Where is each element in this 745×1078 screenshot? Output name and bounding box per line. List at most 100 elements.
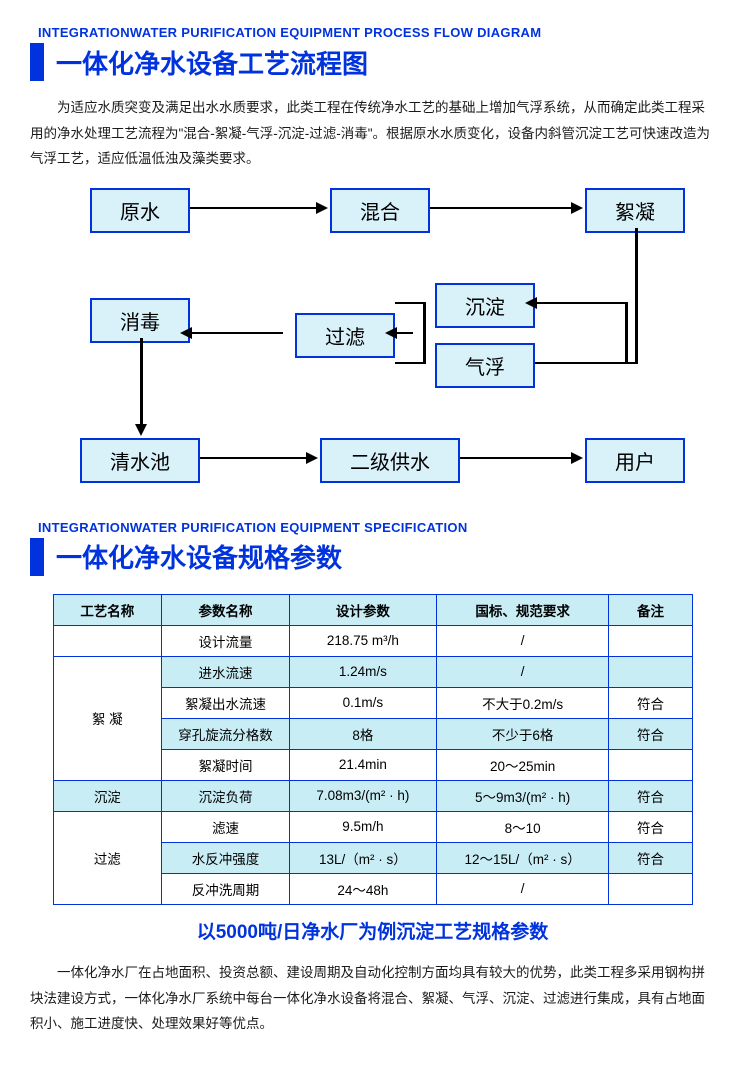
table-cell: 21.4min [289,749,436,780]
cn-title-row: 一体化净水设备工艺流程图 [30,43,715,81]
table-cell: / [436,656,609,687]
section1-eng-title: INTEGRATIONWATER PURIFICATION EQUIPMENT … [38,25,715,40]
table-cell: 1.24m/s [289,656,436,687]
flow-node-supply: 二级供水 [320,438,460,483]
arrowhead-icon [385,327,397,339]
table-cell: 8～10 [436,811,609,842]
table-row: 设计流量218.75 m³/h/ [53,625,692,656]
cn-title-row: 一体化净水设备规格参数 [30,538,715,576]
flow-arrow [395,362,423,365]
table-cell: / [436,625,609,656]
table-cell: 13L/（m² · s） [289,842,436,873]
table-cell: 24～48h [289,873,436,904]
proc-name-cell: 絮 凝 [53,656,162,780]
section2-header: INTEGRATIONWATER PURIFICATION EQUIPMENT … [30,520,715,576]
eng-rest: WATER PURIFICATION EQUIPMENT PROCESS FLO… [130,25,541,40]
table-cell: 9.5m/h [289,811,436,842]
table-header-cell: 国标、规范要求 [436,594,609,625]
flow-arrow [140,338,143,426]
table-cell: 12～15L/（m² · s） [436,842,609,873]
flow-arrow [395,302,423,305]
table-header-row: 工艺名称参数名称设计参数国标、规范要求备注 [53,594,692,625]
proc-name-cell: 沉淀 [53,780,162,811]
table-cell [609,873,692,904]
arrowhead-icon [571,202,583,214]
table-cell [609,625,692,656]
table-cell: 进水流速 [162,656,290,687]
table-cell: 0.1m/s [289,687,436,718]
table-cell: 7.08m3/(m² · h) [289,780,436,811]
table-row: 过滤滤速9.5m/h8～10符合 [53,811,692,842]
flow-node-sed: 沉淀 [435,283,535,328]
table-cell: 符合 [609,811,692,842]
table-row: 絮 凝进水流速1.24m/s/ [53,656,692,687]
table-cell: 符合 [609,687,692,718]
arrowhead-icon [525,297,537,309]
blue-bar-icon [30,43,44,81]
blue-bar-icon [30,538,44,576]
eng-mid: WATER PURIFICATION EQUIPMENT [130,520,364,535]
flow-arrow [423,302,426,364]
table-header-cell: 设计参数 [289,594,436,625]
flow-arrow [535,362,635,365]
flow-arrow [190,207,318,210]
flow-node-raw: 原水 [90,188,190,233]
flow-node-filt: 过滤 [295,313,395,358]
table-cell: 沉淀负荷 [162,780,290,811]
table-cell: 反冲洗周期 [162,873,290,904]
table-header-cell: 参数名称 [162,594,290,625]
flow-node-disin: 消毒 [90,298,190,343]
table-cell: 絮凝出水流速 [162,687,290,718]
table-cell [609,749,692,780]
eng-emph: INTEGRATION [38,25,130,40]
table-cell: 符合 [609,842,692,873]
table-cell: 不大于0.2m/s [436,687,609,718]
flow-arrow [200,457,308,460]
table-cell: 滤速 [162,811,290,842]
flow-node-mix: 混合 [330,188,430,233]
flow-arrow [535,302,625,305]
table-cell: 218.75 m³/h [289,625,436,656]
table-cell: 20～25min [436,749,609,780]
table-cell: 8格 [289,718,436,749]
section2-cn-title: 一体化净水设备规格参数 [56,538,342,575]
arrowhead-icon [180,327,192,339]
table-cell: 不少于6格 [436,718,609,749]
arrowhead-icon [316,202,328,214]
flow-arrow [625,302,628,364]
table-cell: 设计流量 [162,625,290,656]
process-flow-diagram: 原水 混合 絮凝沉淀气浮过滤 消毒清水池 二级供水 用户 [30,188,715,498]
section1-cn-title: 一体化净水设备工艺流程图 [56,44,368,81]
flow-node-flot: 气浮 [435,343,535,388]
arrowhead-icon [306,452,318,464]
arrowhead-icon [135,424,147,436]
proc-name-cell [53,625,162,656]
flow-arrow [430,207,573,210]
table-cell: 水反冲强度 [162,842,290,873]
table-header-cell: 工艺名称 [53,594,162,625]
flow-node-user: 用户 [585,438,685,483]
arrowhead-icon [571,452,583,464]
table-cell: 穿孔旋流分格数 [162,718,290,749]
flow-arrow [635,331,638,364]
flow-arrow [460,457,573,460]
intro-paragraph: 为适应水质突变及满足出水水质要求，此类工程在传统净水工艺的基础上增加气浮系统，从… [30,95,715,172]
table-cell: / [436,873,609,904]
table-header-cell: 备注 [609,594,692,625]
table-row: 沉淀沉淀负荷7.08m3/(m² · h)5～9m3/(m² · h)符合 [53,780,692,811]
flow-arrow [635,228,638,331]
eng-bold: SPECIFICATION [364,520,467,535]
table-cell: 符合 [609,718,692,749]
table-cell: 5～9m3/(m² · h) [436,780,609,811]
footer-paragraph: 一体化净水厂在占地面积、投资总额、建设周期及自动化控制方面均具有较大的优势，此类… [30,960,715,1037]
spec-table: 工艺名称参数名称设计参数国标、规范要求备注设计流量218.75 m³/h/絮 凝… [53,594,693,905]
table-cell [609,656,692,687]
flow-node-tank: 清水池 [80,438,200,483]
table-cell: 絮凝时间 [162,749,290,780]
table-caption: 以5000吨/日净水厂为例沉淀工艺规格参数 [30,917,715,944]
section2-eng-title: INTEGRATIONWATER PURIFICATION EQUIPMENT … [38,520,715,535]
table-cell: 符合 [609,780,692,811]
flow-node-floc: 絮凝 [585,188,685,233]
proc-name-cell: 过滤 [53,811,162,904]
eng-emph: INTEGRATION [38,520,130,535]
